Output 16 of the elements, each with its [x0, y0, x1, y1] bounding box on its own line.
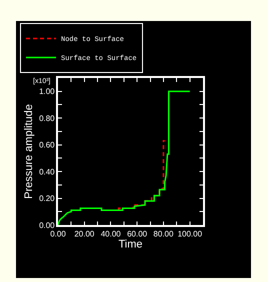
line-series: [118, 140, 166, 212]
y-tick-label: 0.60: [39, 140, 56, 150]
x-axis-title: Time: [118, 238, 143, 250]
x-tick-label: 20.00: [74, 229, 95, 238]
x-tick-label: 40.00: [100, 229, 122, 238]
y-tick-label: 0.80: [39, 114, 56, 123]
x-tick-label: 60.00: [127, 229, 148, 238]
y-tick-label: 0.20: [39, 194, 56, 204]
x-tick-label: 80.00: [153, 229, 174, 238]
x-tick-label: 0.00: [50, 229, 66, 238]
line-series: [58, 90, 191, 225]
y-tick-label: 0.40: [39, 167, 56, 176]
y-tick-label: 0.00: [39, 220, 56, 230]
y-tick-label: 1.00: [39, 87, 56, 96]
y-axis-title: Pressure amplitude: [23, 104, 36, 199]
x-tick-label: 100.00: [178, 229, 203, 238]
